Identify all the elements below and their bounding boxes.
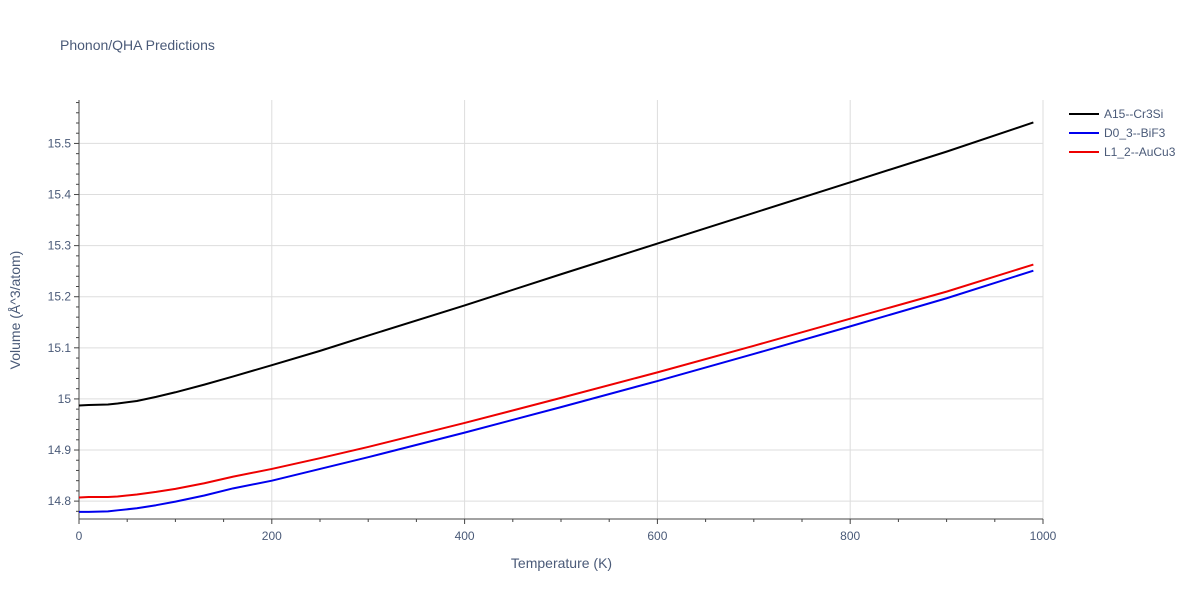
- legend-label: D0_3--BiF3: [1104, 126, 1166, 140]
- y-axis-title: Volume (Å^3/atom): [7, 251, 23, 370]
- legend: A15--Cr3Si D0_3--BiF3 L1_2--AuCu3: [1069, 107, 1176, 159]
- y-tick-label: 15.3: [48, 239, 72, 253]
- y-tick-label: 14.8: [48, 494, 72, 508]
- x-tick-label: 0: [76, 529, 83, 543]
- chart-title: Phonon/QHA Predictions: [60, 37, 215, 53]
- y-tick-label: 14.9: [48, 443, 72, 457]
- legend-label: A15--Cr3Si: [1104, 107, 1163, 121]
- axes: 0 200 400 600 800 1000 14.8 14.9 15 15.1 15.2 15.3 1…: [48, 100, 1057, 543]
- x-tick-label: 200: [262, 529, 282, 543]
- y-tick-label: 15.5: [48, 136, 72, 150]
- legend-label: L1_2--AuCu3: [1104, 145, 1176, 159]
- grid: [79, 100, 1044, 519]
- y-tick-label: 15.4: [48, 188, 72, 202]
- y-tick-label: 15.1: [48, 341, 72, 355]
- x-tick-label: 800: [840, 529, 860, 543]
- y-tick-label: 15.2: [48, 290, 72, 304]
- series-line-D0_3--BiF3: [79, 269, 1034, 513]
- y-tick-label: 15: [58, 392, 72, 406]
- x-axis-title: Temperature (K): [511, 555, 612, 571]
- series-line-L1_2--AuCu3: [78, 263, 1034, 499]
- series-line-A15--Cr3Si: [78, 121, 1034, 407]
- x-tick-label: 600: [647, 529, 667, 543]
- x-tick-label: 1000: [1030, 529, 1057, 543]
- series-layer: [78, 121, 1034, 513]
- x-tick-label: 400: [455, 529, 475, 543]
